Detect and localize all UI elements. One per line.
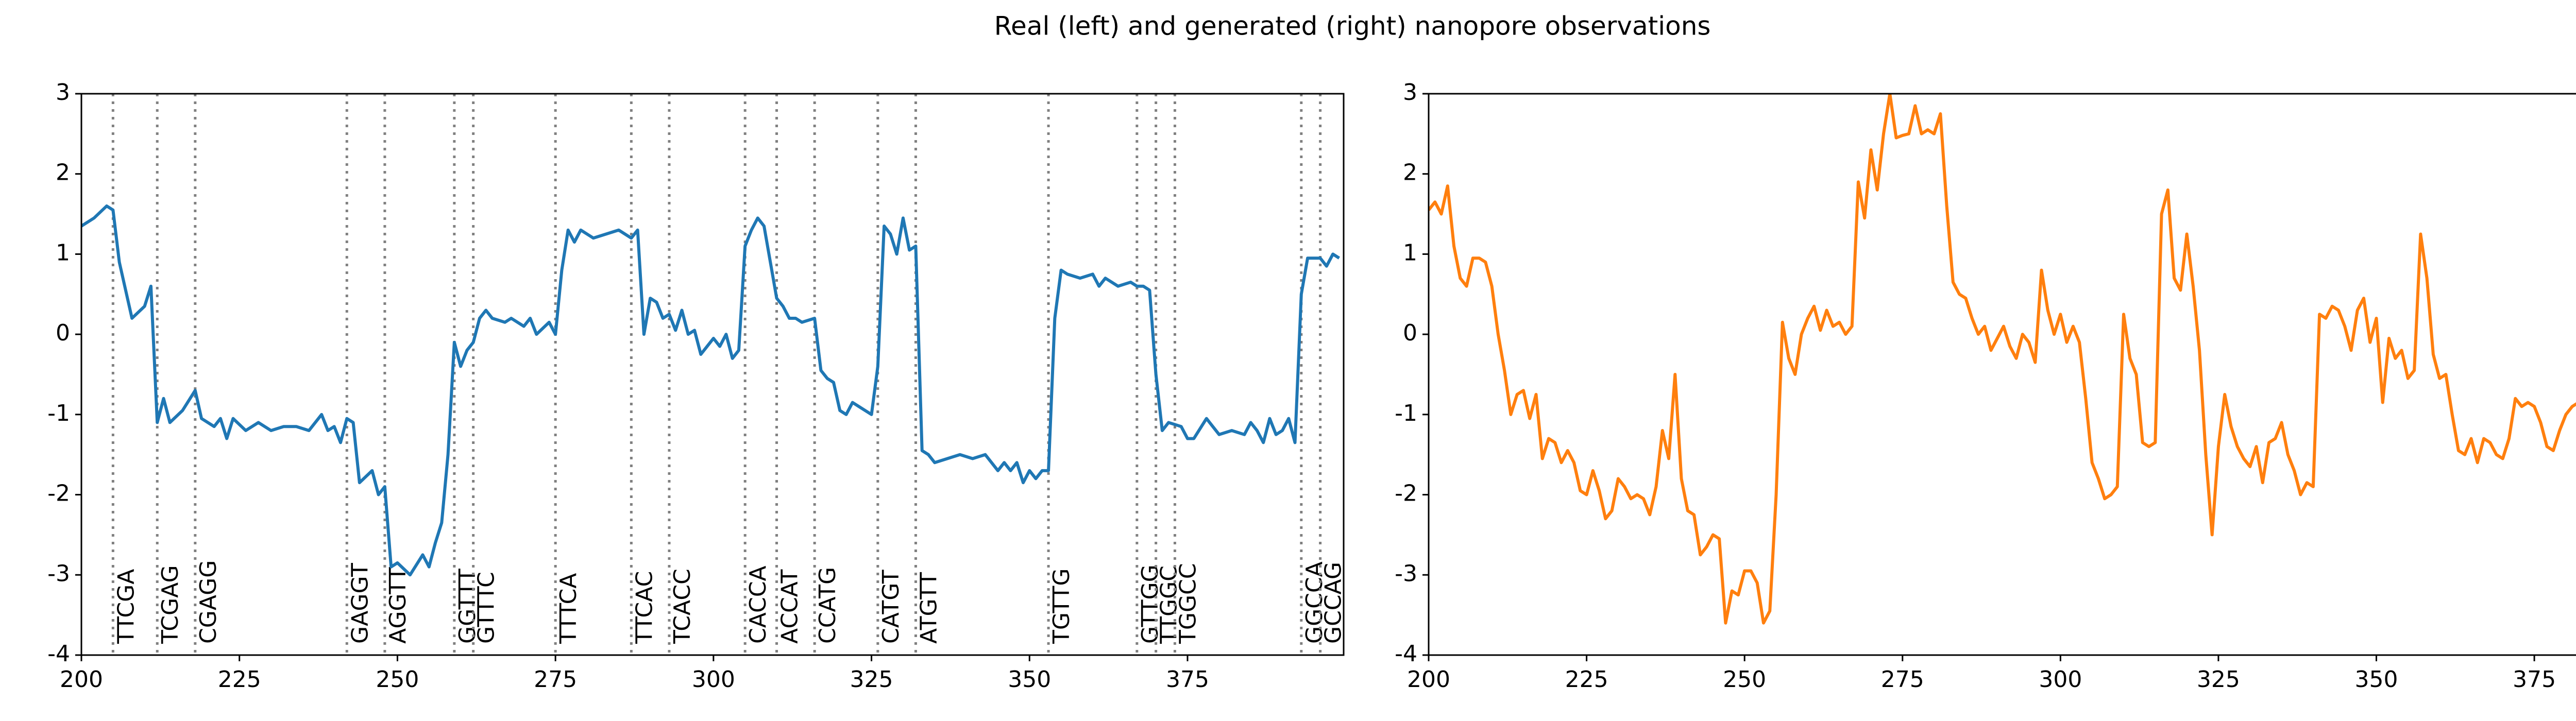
data-line <box>81 204 1341 577</box>
annotation-label: CACCA <box>745 565 771 644</box>
y-tick-label: 1 <box>56 239 70 266</box>
annotation-label: TTGGC <box>1156 565 1182 644</box>
y-tick-label: 1 <box>1403 239 1417 266</box>
figure-title: Real (left) and generated (right) nanopo… <box>994 11 1711 41</box>
annotation-label: TTTCA <box>555 573 582 644</box>
x-tick-label: 350 <box>2355 666 2398 693</box>
axes-frame <box>80 93 1345 656</box>
annotation-label: GAGGT <box>347 563 373 644</box>
annotation-label: GGTTT <box>454 569 481 644</box>
y-tick-label: 2 <box>1403 160 1417 186</box>
y-tick-label: -3 <box>47 560 70 587</box>
annotation-label: TCGAG <box>157 565 183 644</box>
y-tick-label: -2 <box>47 480 70 507</box>
x-tick-label: 225 <box>218 666 261 693</box>
annotation-label: CGAGG <box>195 560 222 644</box>
annotation-label: TGTTG <box>1048 569 1075 644</box>
annotation-label: CATGT <box>878 570 904 644</box>
annotation-label: GGCCA <box>1301 561 1328 644</box>
x-tick-label: 250 <box>376 666 419 693</box>
x-tick-label: 375 <box>1166 666 1209 693</box>
x-tick-label: 300 <box>692 666 735 693</box>
y-tick-label: 3 <box>1403 79 1417 106</box>
data-line <box>1429 94 2576 625</box>
x-tick-label: 250 <box>1723 666 1766 693</box>
axes-frame <box>1428 93 2576 656</box>
x-tick-label: 350 <box>1008 666 1051 693</box>
annotation-label: TTCGA <box>113 569 139 644</box>
y-tick-label: -4 <box>47 641 70 667</box>
annotation-label: AGGTT <box>385 567 411 644</box>
x-tick-label: 275 <box>1881 666 1924 693</box>
y-tick-label: 2 <box>56 160 70 186</box>
y-tick-label: 3 <box>56 79 70 106</box>
annotation-label: GTTGG <box>1137 564 1163 644</box>
y-tick-label: -1 <box>47 400 70 426</box>
annotation-label: GTTTC <box>473 572 500 644</box>
annotation-label: ACCAT <box>777 570 803 644</box>
x-tick-label: 325 <box>2197 666 2240 693</box>
x-tick-label: 325 <box>850 666 893 693</box>
y-tick-label: 0 <box>56 320 70 346</box>
x-tick-label: 200 <box>60 666 103 693</box>
x-tick-label: 375 <box>2513 666 2556 693</box>
x-tick-label: 275 <box>534 666 577 693</box>
annotation-label: GCCAG <box>1320 562 1347 644</box>
annotation-label: TCACC <box>669 569 696 644</box>
y-tick-label: -1 <box>1395 400 1417 426</box>
x-tick-label: 225 <box>1565 666 1608 693</box>
y-tick-label: 0 <box>1403 320 1417 346</box>
y-tick-label: -3 <box>1395 560 1417 587</box>
axes: -4 -3 -2 -1 0 1 2 3 200 225 250 275 300 325 350 375 <box>1395 79 2576 693</box>
y-tick-label: -4 <box>1395 641 1417 667</box>
annotation-label: ATGTT <box>916 572 942 644</box>
y-tick-label: -2 <box>1395 480 1417 507</box>
annotation-label: CCATG <box>815 567 841 644</box>
x-tick-label: 300 <box>2039 666 2082 693</box>
annotation-label: TGGCC <box>1175 563 1201 644</box>
x-tick-label: 200 <box>1407 666 1450 693</box>
annotation-label: TTCAC <box>631 571 657 644</box>
